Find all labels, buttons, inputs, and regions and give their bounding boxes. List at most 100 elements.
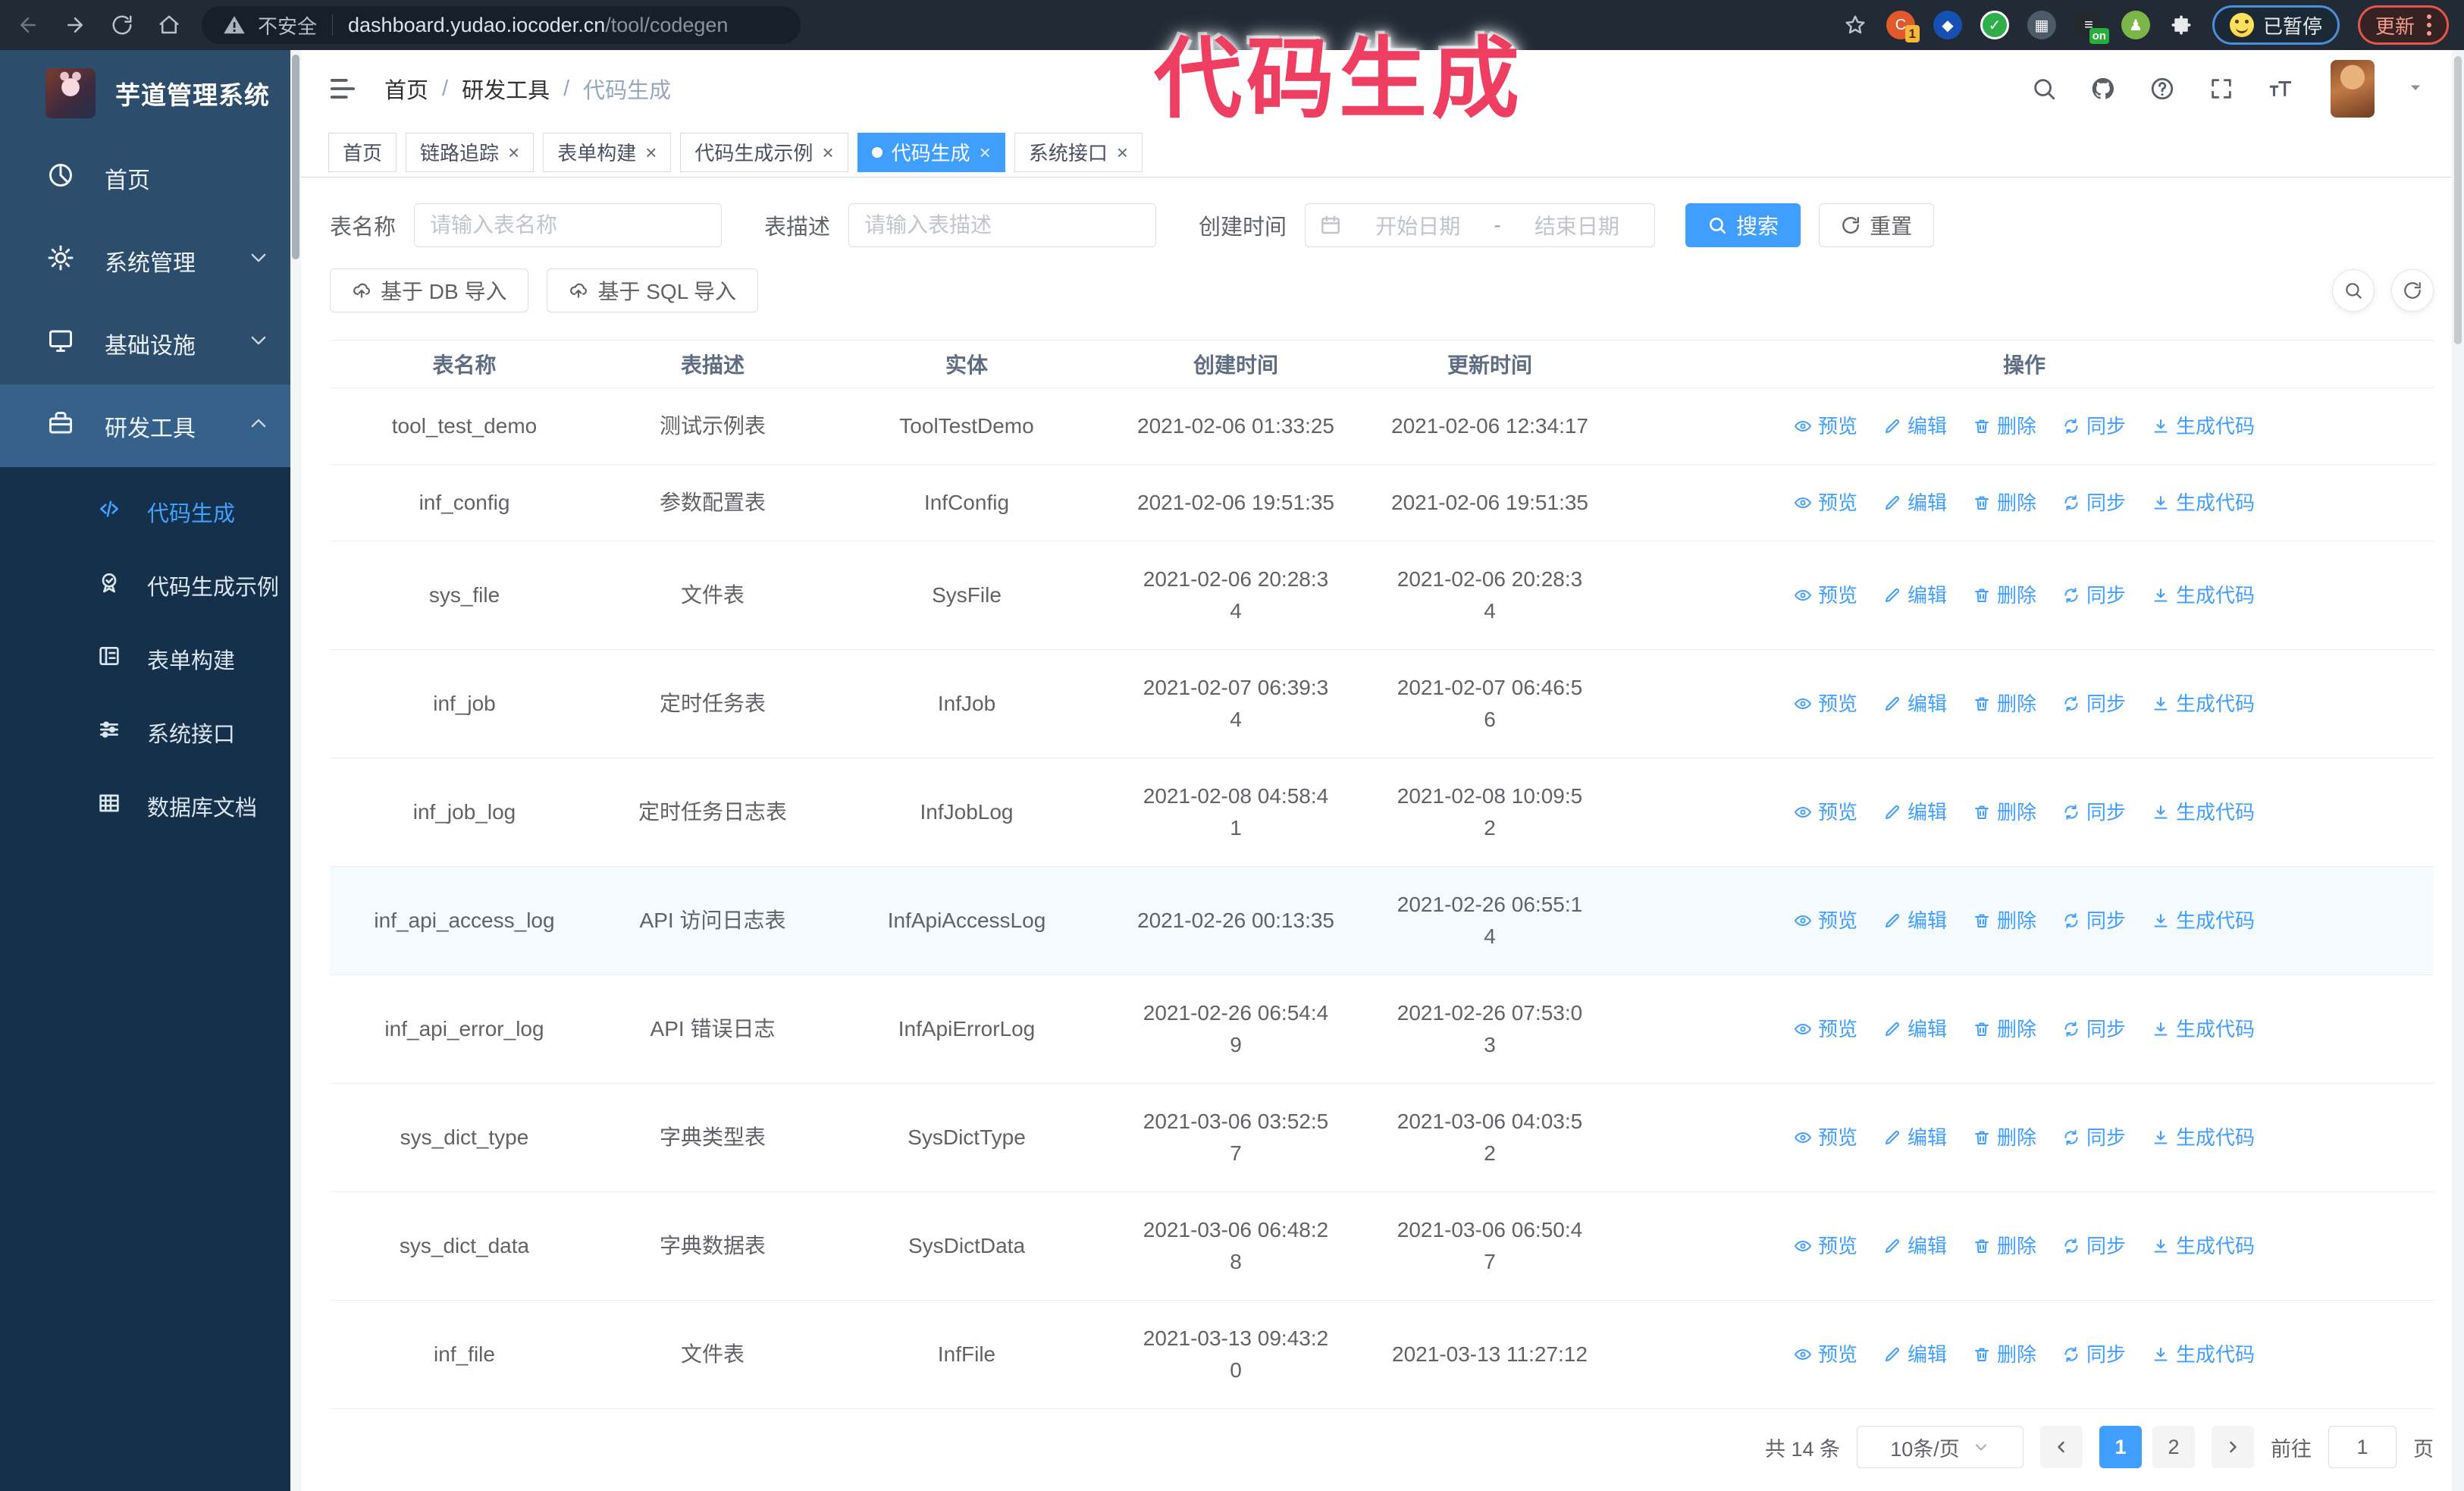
- action-delete-link[interactable]: 删除: [1973, 410, 2036, 442]
- action-sync-link[interactable]: 同步: [2062, 1339, 2126, 1370]
- action-sync-link[interactable]: 同步: [2062, 487, 2126, 519]
- action-sync-link[interactable]: 同步: [2062, 1230, 2126, 1262]
- kebab-menu-icon[interactable]: [2427, 14, 2431, 36]
- goto-page-input[interactable]: [2328, 1426, 2397, 1468]
- action-edit-link[interactable]: 编辑: [1883, 1230, 1947, 1262]
- sidebar-subitem-5[interactable]: 数据库文档: [0, 769, 301, 843]
- page-button-2[interactable]: 2: [2152, 1426, 2195, 1468]
- reload-icon[interactable]: [109, 12, 135, 38]
- action-sync-link[interactable]: 同步: [2062, 796, 2126, 828]
- tab-4[interactable]: 代码生成示例 ×: [680, 132, 848, 172]
- page-size-select[interactable]: 10条/页: [1857, 1426, 2024, 1468]
- tab-close-icon[interactable]: ×: [1116, 140, 1129, 164]
- action-generate-link[interactable]: 生成代码: [2152, 1339, 2255, 1370]
- action-edit-link[interactable]: 编辑: [1883, 579, 1947, 611]
- help-icon[interactable]: [2149, 75, 2176, 102]
- sidebar-scrollbar-thumb[interactable]: [292, 55, 299, 259]
- action-delete-link[interactable]: 删除: [1973, 1339, 2036, 1370]
- action-sync-link[interactable]: 同步: [2062, 1122, 2126, 1154]
- fullscreen-icon[interactable]: [2208, 75, 2235, 102]
- action-preview-link[interactable]: 预览: [1794, 688, 1857, 720]
- sidebar-subitem-4[interactable]: 系统接口: [0, 695, 301, 769]
- extension-4-icon[interactable]: ▦: [2027, 11, 2056, 39]
- action-delete-link[interactable]: 删除: [1973, 796, 2036, 828]
- page-button-1[interactable]: 1: [2099, 1426, 2142, 1468]
- action-preview-link[interactable]: 预览: [1794, 1230, 1857, 1262]
- sidebar-item-4[interactable]: 研发工具: [0, 385, 301, 467]
- sidebar-subitem-1[interactable]: 代码生成: [0, 475, 301, 548]
- action-generate-link[interactable]: 生成代码: [2152, 905, 2255, 937]
- action-delete-link[interactable]: 删除: [1973, 688, 2036, 720]
- tab-close-icon[interactable]: ×: [645, 140, 657, 164]
- action-generate-link[interactable]: 生成代码: [2152, 410, 2255, 442]
- search-button[interactable]: 搜索: [1685, 203, 1801, 247]
- import-db-button[interactable]: 基于 DB 导入: [330, 268, 529, 312]
- action-preview-link[interactable]: 预览: [1794, 1013, 1857, 1045]
- action-generate-link[interactable]: 生成代码: [2152, 1013, 2255, 1045]
- action-generate-link[interactable]: 生成代码: [2152, 796, 2255, 828]
- bookmark-star-icon[interactable]: [1842, 12, 1868, 38]
- tab-5[interactable]: 代码生成 ×: [857, 132, 1005, 172]
- tab-6[interactable]: 系统接口 ×: [1014, 132, 1143, 172]
- action-edit-link[interactable]: 编辑: [1883, 796, 1947, 828]
- action-edit-link[interactable]: 编辑: [1883, 905, 1947, 937]
- refresh-table-button[interactable]: [2391, 269, 2434, 312]
- paused-badge[interactable]: 已暂停: [2212, 5, 2340, 45]
- sidebar-logo-row[interactable]: 芋道管理系统: [0, 50, 301, 137]
- action-delete-link[interactable]: 删除: [1973, 487, 2036, 519]
- extension-6-icon[interactable]: ♟: [2121, 11, 2150, 39]
- action-edit-link[interactable]: 编辑: [1883, 1013, 1947, 1045]
- tab-close-icon[interactable]: ×: [979, 140, 991, 164]
- action-sync-link[interactable]: 同步: [2062, 905, 2126, 937]
- back-icon[interactable]: [15, 12, 41, 38]
- prev-page-button[interactable]: [2040, 1426, 2083, 1468]
- page-scrollbar-thumb[interactable]: [2454, 56, 2462, 344]
- action-sync-link[interactable]: 同步: [2062, 579, 2126, 611]
- action-delete-link[interactable]: 删除: [1973, 1122, 2036, 1154]
- sidebar-subitem-3[interactable]: 表单构建: [0, 622, 301, 695]
- action-generate-link[interactable]: 生成代码: [2152, 579, 2255, 611]
- search-icon[interactable]: [2030, 75, 2058, 102]
- action-sync-link[interactable]: 同步: [2062, 410, 2126, 442]
- action-edit-link[interactable]: 编辑: [1883, 410, 1947, 442]
- page-scrollbar[interactable]: [2452, 50, 2464, 1491]
- action-generate-link[interactable]: 生成代码: [2152, 688, 2255, 720]
- tab-1[interactable]: 首页: [328, 132, 397, 172]
- action-generate-link[interactable]: 生成代码: [2152, 487, 2255, 519]
- action-preview-link[interactable]: 预览: [1794, 905, 1857, 937]
- sidebar-item-2[interactable]: 系统管理: [0, 219, 301, 302]
- action-sync-link[interactable]: 同步: [2062, 1013, 2126, 1045]
- forward-icon[interactable]: [62, 12, 88, 38]
- next-page-button[interactable]: [2212, 1426, 2254, 1468]
- action-edit-link[interactable]: 编辑: [1883, 1339, 1947, 1370]
- breadcrumb-item-1[interactable]: 首页: [384, 79, 429, 104]
- action-edit-link[interactable]: 编辑: [1883, 1122, 1947, 1154]
- action-delete-link[interactable]: 删除: [1973, 579, 2036, 611]
- breadcrumb-item-2[interactable]: 研发工具: [462, 79, 550, 104]
- home-icon[interactable]: [156, 12, 182, 38]
- tab-2[interactable]: 链路追踪 ×: [406, 132, 534, 172]
- action-delete-link[interactable]: 删除: [1973, 1013, 2036, 1045]
- tab-close-icon[interactable]: ×: [822, 140, 834, 164]
- toggle-search-button[interactable]: [2332, 269, 2375, 312]
- action-delete-link[interactable]: 删除: [1973, 1230, 2036, 1262]
- action-preview-link[interactable]: 预览: [1794, 1339, 1857, 1370]
- extension-2-icon[interactable]: ◆: [1933, 11, 1962, 39]
- action-sync-link[interactable]: 同步: [2062, 688, 2126, 720]
- tab-3[interactable]: 表单构建 ×: [543, 132, 672, 172]
- sidebar-subitem-2[interactable]: 代码生成示例: [0, 548, 301, 622]
- extension-5-icon[interactable]: on ≡: [2074, 11, 2109, 44]
- sidebar-item-3[interactable]: 基础设施: [0, 302, 301, 385]
- action-generate-link[interactable]: 生成代码: [2152, 1230, 2255, 1262]
- update-button[interactable]: 更新: [2357, 5, 2449, 45]
- table-desc-input[interactable]: [848, 203, 1157, 247]
- action-preview-link[interactable]: 预览: [1794, 487, 1857, 519]
- action-preview-link[interactable]: 预览: [1794, 410, 1857, 442]
- action-preview-link[interactable]: 预览: [1794, 1122, 1857, 1154]
- action-delete-link[interactable]: 删除: [1973, 905, 2036, 937]
- action-edit-link[interactable]: 编辑: [1883, 688, 1947, 720]
- extensions-puzzle-icon[interactable]: [2168, 12, 2194, 38]
- sidebar-scrollbar[interactable]: [290, 50, 301, 1491]
- action-generate-link[interactable]: 生成代码: [2152, 1122, 2255, 1154]
